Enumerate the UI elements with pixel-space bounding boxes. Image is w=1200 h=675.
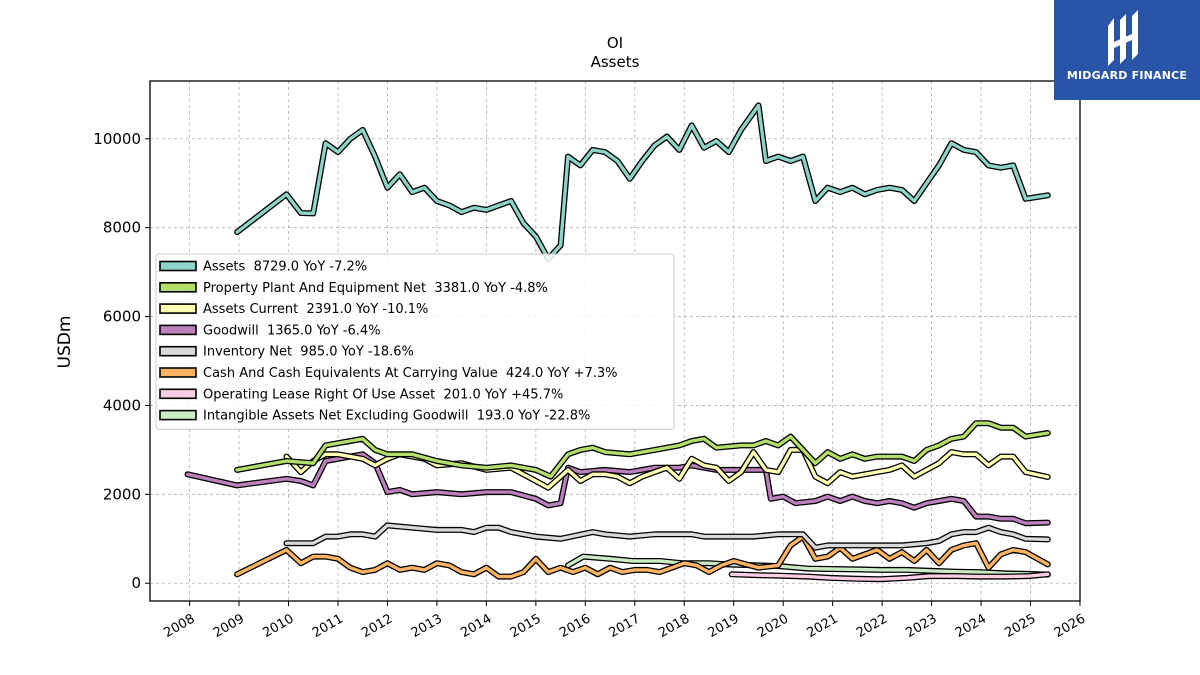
series-line bbox=[728, 571, 1051, 583]
legend-entry: Assets 8729.0 YoY -7.2% bbox=[203, 260, 367, 275]
chart-title: OI bbox=[607, 34, 623, 52]
x-tick-label: 2016 bbox=[557, 611, 593, 641]
series-line bbox=[565, 553, 1051, 578]
series-line-stroke bbox=[730, 572, 1050, 581]
y-tick-label: 0 bbox=[131, 574, 141, 592]
legend-swatch bbox=[159, 367, 197, 378]
x-tick-label: 2008 bbox=[161, 611, 197, 641]
series-layer bbox=[184, 102, 1051, 583]
legend-entry: Cash And Cash Equivalents At Carrying Va… bbox=[203, 366, 618, 381]
legend-entry: Property Plant And Equipment Net 3381.0 … bbox=[203, 281, 548, 296]
logo-text: MIDGARD FINANCE bbox=[1066, 69, 1188, 82]
y-tick-label: 6000 bbox=[103, 308, 141, 326]
series-line bbox=[184, 451, 1051, 527]
x-tick-label: 2011 bbox=[310, 611, 346, 641]
legend-swatch bbox=[159, 409, 197, 421]
x-tick-label: 2012 bbox=[359, 611, 395, 641]
x-tick-label: 2009 bbox=[211, 611, 247, 641]
y-tick-label: 2000 bbox=[103, 485, 141, 503]
legend-swatch bbox=[159, 324, 197, 336]
x-tick-label: 2017 bbox=[607, 611, 643, 641]
x-tick-label: 2019 bbox=[706, 611, 742, 641]
series-line-stroke bbox=[185, 452, 1050, 525]
x-tick-label: 2010 bbox=[260, 611, 296, 641]
x-tick-label: 2026 bbox=[1052, 611, 1088, 641]
series-line-stroke bbox=[235, 103, 1050, 261]
x-tick-label: 2024 bbox=[953, 611, 989, 641]
series-line bbox=[283, 522, 1051, 551]
legend-box bbox=[155, 253, 675, 430]
series-line-stroke bbox=[235, 421, 1050, 479]
series-line-outline bbox=[184, 451, 1051, 527]
logo-mark-icon bbox=[1108, 10, 1138, 66]
legend-entry: Intangible Assets Net Excluding Goodwill… bbox=[203, 409, 590, 424]
x-tick-label: 2025 bbox=[1002, 611, 1038, 641]
x-tick-label: 2015 bbox=[508, 611, 544, 641]
x-tick-label: 2023 bbox=[903, 611, 939, 641]
series-line bbox=[234, 533, 1051, 580]
legend-entry: Assets Current 2391.0 YoY -10.1% bbox=[203, 302, 428, 317]
legend: Assets 8729.0 YoY -7.2% Property Plant An… bbox=[155, 253, 675, 430]
y-tick-label: 8000 bbox=[103, 219, 141, 237]
y-axis-label: USDm bbox=[55, 316, 75, 369]
series-line bbox=[234, 102, 1051, 262]
legend-swatch bbox=[159, 345, 197, 357]
x-tick-label: 2018 bbox=[656, 611, 692, 641]
x-tick-label: 2014 bbox=[458, 611, 494, 641]
series-line-stroke bbox=[566, 554, 1050, 577]
x-tick-label: 2020 bbox=[755, 611, 791, 641]
y-tick-label: 10000 bbox=[93, 130, 141, 148]
series-line-stroke bbox=[235, 534, 1050, 579]
legend-swatch bbox=[159, 303, 197, 314]
brand-logo: MIDGARD FINANCE bbox=[1054, 0, 1200, 100]
legend-swatch bbox=[159, 281, 197, 293]
legend-entry: Operating Lease Right Of Use Asset 201.0… bbox=[203, 387, 563, 402]
x-tick-label: 2013 bbox=[409, 611, 445, 641]
plot-frame bbox=[149, 80, 1081, 602]
chart-subtitle: Assets bbox=[591, 53, 640, 71]
x-tick-label: 2022 bbox=[854, 611, 890, 641]
legend-entry: Goodwill 1365.0 YoY -6.4% bbox=[203, 323, 381, 338]
legend-entry: Inventory Net 985.0 YoY -18.6% bbox=[203, 345, 414, 360]
y-tick-label: 4000 bbox=[103, 396, 141, 414]
series-line-outline bbox=[283, 522, 1051, 551]
legend-swatch bbox=[159, 260, 197, 272]
x-tick-label: 2021 bbox=[804, 611, 840, 641]
grid-lines bbox=[150, 81, 1081, 601]
legend-swatch bbox=[159, 388, 197, 400]
series-line bbox=[234, 420, 1051, 480]
series-line-stroke bbox=[284, 523, 1050, 550]
